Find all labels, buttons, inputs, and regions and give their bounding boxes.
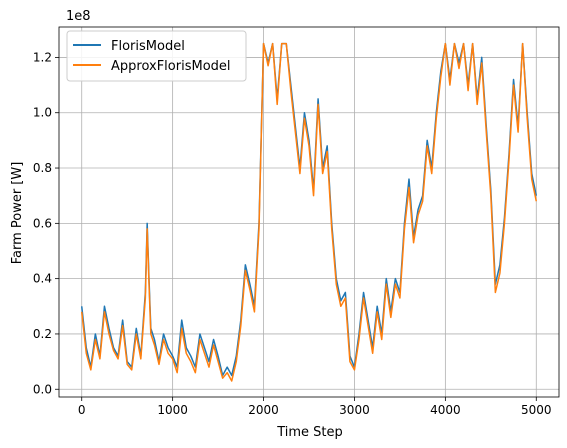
y-axis-ticks: 0.0 0.2 0.4 0.6 0.8 1.0 1.2	[33, 50, 59, 396]
x-axis-ticks: 0 1000 2000 3000 4000 5000	[78, 397, 552, 417]
x-tick-label: 4000	[430, 403, 461, 417]
y-tick-label: 1.2	[33, 50, 52, 64]
axes-border	[58, 26, 560, 398]
x-tick-label: 3000	[339, 403, 370, 417]
axes-frame	[58, 26, 560, 398]
series-line-1	[80, 42, 538, 382]
y-offset-label: 1e8	[66, 9, 91, 24]
y-tick-label: 1.0	[33, 106, 52, 120]
legend: FlorisModel ApproxFlorisModel	[66, 30, 247, 82]
legend-box	[66, 30, 247, 82]
x-tick-label: 5000	[521, 403, 552, 417]
legend-label-approx: ApproxFlorisModel	[111, 59, 231, 74]
y-tick-label: 0.8	[33, 161, 52, 175]
x-tick-label: 2000	[248, 403, 279, 417]
y-axis-label: Farm Power [W]	[10, 162, 25, 265]
x-axis-label: Time Step	[276, 425, 343, 440]
y-tick-label: 0.0	[33, 382, 52, 396]
x-tick-label: 1000	[157, 403, 188, 417]
y-tick-label: 0.4	[33, 272, 52, 286]
y-tick-label: 0.6	[33, 216, 52, 230]
x-tick-label: 0	[78, 403, 86, 417]
series-lines	[80, 42, 538, 382]
legend-label-floris: FlorisModel	[111, 39, 185, 54]
y-tick-label: 0.2	[33, 327, 52, 341]
